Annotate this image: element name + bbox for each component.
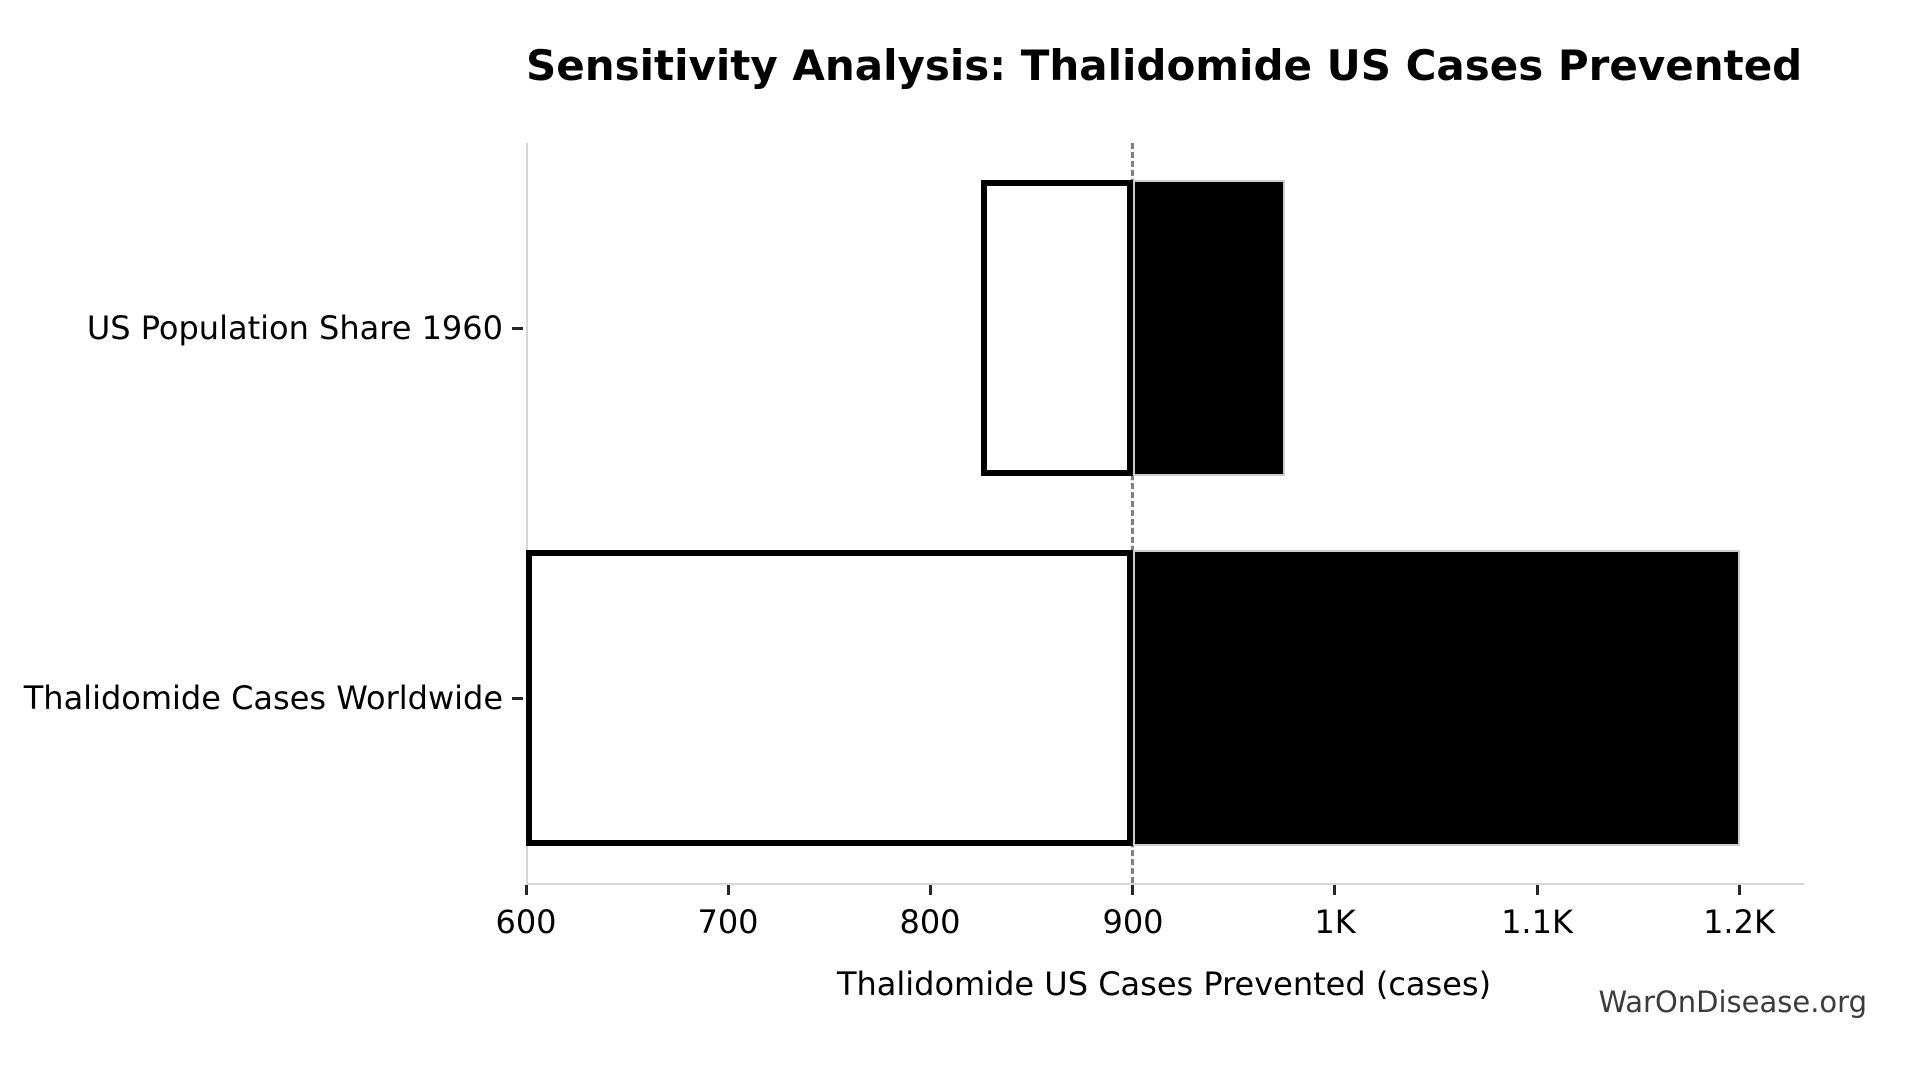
x-axis-tick-mark <box>1738 885 1741 895</box>
x-axis-tick-mark <box>1333 885 1336 895</box>
plot-area <box>526 143 1804 885</box>
x-axis-tick-label: 900 <box>1102 903 1164 941</box>
x-axis-tick-mark <box>1131 885 1134 895</box>
x-axis-tick-label: 1K <box>1314 903 1356 941</box>
baseline-dashed-line <box>1131 143 1135 883</box>
bar-high-segment <box>1133 550 1740 846</box>
x-axis-tick-mark <box>525 885 528 895</box>
x-axis-label: Thalidomide US Cases Prevented (cases) <box>836 965 1492 1003</box>
y-axis-tick-mark <box>512 697 523 700</box>
x-axis-tick-label: 1.1K <box>1501 903 1573 941</box>
y-axis-category-label: Thalidomide Cases Worldwide <box>23 679 503 717</box>
x-axis-tick-mark <box>1536 885 1539 895</box>
chart-title: Sensitivity Analysis: Thalidomide US Cas… <box>526 41 1803 90</box>
x-axis-tick-label: 600 <box>495 903 557 941</box>
bar-high-segment <box>1133 180 1285 476</box>
watermark-text: WarOnDisease.org <box>1598 985 1867 1019</box>
x-axis-tick-mark <box>929 885 932 895</box>
x-axis-tick-label: 800 <box>899 903 961 941</box>
x-axis-tick-label: 700 <box>697 903 759 941</box>
x-axis-tick-mark <box>727 885 730 895</box>
bar-low-segment <box>526 550 1133 846</box>
y-axis-tick-mark <box>512 327 523 330</box>
bar-low-segment <box>981 180 1133 476</box>
x-axis-tick-label: 1.2K <box>1703 903 1775 941</box>
y-axis-category-label: US Population Share 1960 <box>86 309 503 347</box>
